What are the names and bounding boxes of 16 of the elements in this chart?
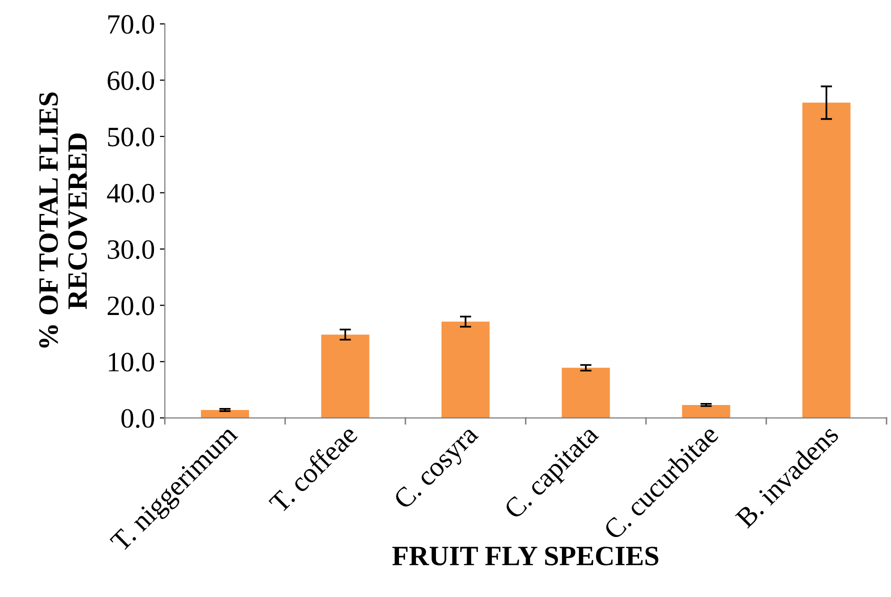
bar xyxy=(802,102,850,418)
bar xyxy=(682,404,730,418)
y-tick-label: 40.0 xyxy=(107,184,154,203)
y-tick-label: 10.0 xyxy=(108,352,154,372)
y-tick-label: 70.0 xyxy=(108,15,154,34)
bar xyxy=(441,322,490,418)
y-tick-label: 20.0 xyxy=(108,296,154,316)
bar xyxy=(200,410,250,418)
y-tick-label: 30.0 xyxy=(108,240,154,260)
y-tick-label: 50.0 xyxy=(108,128,154,146)
bar xyxy=(562,368,610,418)
y-axis-title: % OF TOTAL FLIES RECOVERED xyxy=(39,92,88,348)
y-tick-label: 0.0 xyxy=(121,409,154,428)
y-tick-label: 60.0 xyxy=(108,71,154,90)
x-axis-title: FRUIT FLY SPECIES xyxy=(392,546,658,566)
bar xyxy=(321,334,370,418)
